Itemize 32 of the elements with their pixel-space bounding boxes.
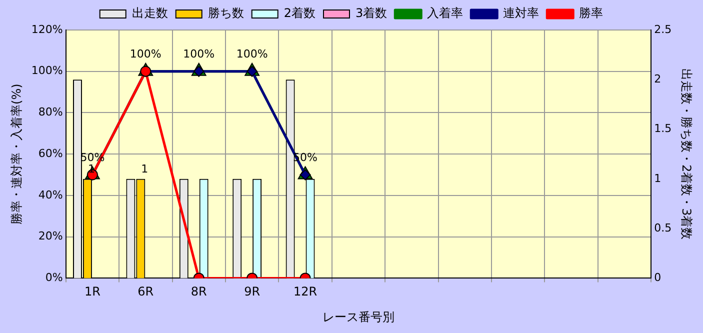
legend-label: 勝率	[579, 6, 604, 20]
y-tick-label: 80%	[38, 106, 63, 119]
legend-label: 出走数	[132, 6, 168, 20]
legend-label: 2着数	[284, 6, 316, 20]
data-label: 100%	[130, 48, 162, 61]
x-tick-label: 6R	[138, 284, 154, 299]
y-tick-label: 0%	[45, 271, 63, 284]
legend-label: 3着数	[356, 6, 388, 20]
y2-tick-label: 1	[654, 172, 662, 185]
data-label: 100%	[183, 48, 215, 61]
x-tick-label: 12R	[293, 284, 318, 299]
x-axis-title: レース番号別	[322, 310, 394, 324]
y2-axis-title: 出走数・勝ち数・2着数・3着数	[680, 68, 694, 240]
y2-tick-label: 2	[654, 72, 662, 86]
x-tick-label: 1R	[84, 284, 100, 299]
legend-label: 連対率	[503, 6, 540, 20]
x-tick-label: 9R	[244, 284, 260, 299]
y2-tick-label: 2.5	[654, 22, 672, 36]
y2-tick-label: 0.5	[654, 221, 672, 234]
data-label: 1	[141, 162, 148, 176]
y-tick-label: 20%	[38, 230, 63, 243]
legend-label: 勝ち数	[208, 6, 244, 20]
y-axis-title: 勝率・連対率・入着率(%)	[9, 84, 24, 224]
y2-tick-label: 1.5	[654, 122, 672, 136]
y-tick-label: 100%	[31, 64, 63, 78]
y2-tick-label: 0	[654, 271, 662, 284]
y-tick-label: 40%	[38, 188, 63, 202]
data-label: 100%	[236, 48, 268, 61]
x-tick-label: 8R	[190, 284, 207, 299]
y-tick-label: 60%	[38, 146, 63, 160]
y-tick-label: 120%	[31, 22, 63, 36]
legend-label: 入着率	[427, 6, 464, 20]
